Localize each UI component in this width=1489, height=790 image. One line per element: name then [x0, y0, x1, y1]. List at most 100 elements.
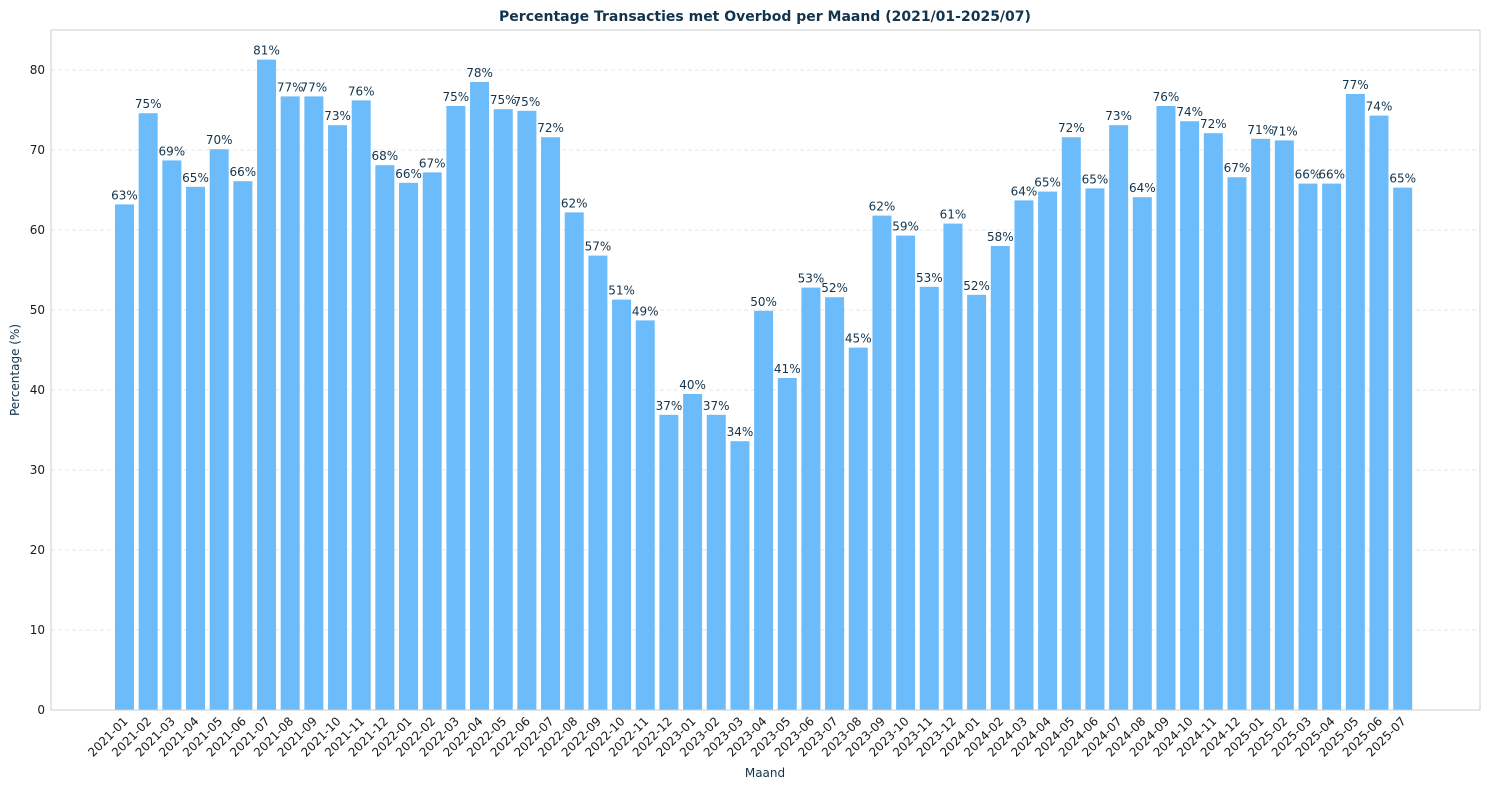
bar — [801, 287, 821, 710]
bar-value-label: 78% — [466, 66, 493, 80]
bar-value-label: 66% — [1295, 168, 1322, 182]
bar — [1393, 187, 1413, 711]
bar — [1298, 183, 1318, 711]
bar — [186, 186, 206, 711]
bar — [1085, 188, 1105, 710]
bar — [1322, 183, 1342, 711]
bar-value-label: 71% — [1247, 123, 1274, 137]
y-axis-ticks: 0 10 20 30 40 50 60 70 80 — [30, 63, 45, 717]
y-tick-label: 80 — [30, 63, 45, 77]
y-tick-label: 40 — [30, 383, 45, 397]
bar-value-label: 75% — [443, 90, 470, 104]
bar — [825, 297, 845, 710]
bar-value-label: 76% — [348, 84, 375, 98]
bar-value-label: 62% — [561, 196, 588, 210]
bar — [1180, 121, 1200, 710]
bar-value-label: 34% — [727, 425, 754, 439]
bar-value-label: 72% — [537, 121, 564, 135]
bar-value-label: 74% — [1366, 100, 1393, 114]
bar-value-label: 51% — [608, 284, 635, 298]
x-axis-label: Maand — [745, 766, 785, 780]
bar — [659, 414, 679, 710]
bar-value-label: 74% — [1176, 105, 1203, 119]
bar — [777, 378, 797, 710]
bar-value-label: 70% — [206, 133, 233, 147]
bar-value-label: 53% — [916, 271, 943, 285]
bar-value-label: 73% — [1105, 109, 1132, 123]
bar-value-label: 65% — [1034, 176, 1061, 190]
y-tick-label: 70 — [30, 143, 45, 157]
bar — [233, 181, 253, 710]
bar — [115, 204, 134, 710]
bar — [896, 235, 916, 710]
bar — [1038, 191, 1058, 711]
bar — [1345, 94, 1365, 710]
bar — [754, 310, 774, 710]
bar-value-label: 75% — [490, 93, 517, 107]
bar — [967, 294, 987, 710]
bar — [422, 172, 442, 710]
bar — [280, 96, 300, 710]
bar-value-label: 73% — [324, 109, 351, 123]
bar — [138, 113, 158, 710]
y-axis-label: Percentage (%) — [8, 324, 22, 416]
bar-value-label: 40% — [679, 378, 706, 392]
y-tick-label: 20 — [30, 543, 45, 557]
bar — [517, 110, 537, 711]
bar-value-label: 37% — [703, 399, 730, 413]
bar-value-label: 65% — [1082, 172, 1109, 186]
bar-value-label: 75% — [135, 97, 162, 111]
bar — [470, 82, 490, 710]
bar-value-label: 63% — [111, 188, 138, 202]
bar-value-label: 62% — [869, 200, 896, 214]
bar — [1203, 133, 1223, 710]
bar — [588, 255, 608, 710]
bar-value-label: 77% — [277, 80, 304, 94]
bar — [304, 96, 324, 710]
bar — [943, 223, 963, 710]
bar — [1109, 125, 1129, 710]
bar-value-label: 45% — [845, 332, 872, 346]
bar-value-label: 69% — [159, 144, 186, 158]
bar — [399, 182, 419, 711]
bar — [375, 165, 395, 710]
bar — [919, 286, 939, 710]
bar-value-label: 67% — [419, 156, 446, 170]
bar — [683, 394, 703, 710]
bar — [872, 215, 892, 710]
bar — [1014, 200, 1034, 710]
data-labels: 63%75%69%65%70%66%81%77%77%73%76%68%66%6… — [111, 44, 1416, 440]
chart-title: Percentage Transacties met Overbod per M… — [499, 9, 1031, 25]
bar — [1132, 197, 1152, 710]
bar — [1274, 140, 1294, 710]
bar-value-label: 49% — [632, 304, 659, 318]
plot-frame — [50, 29, 1481, 711]
bar-value-label: 53% — [798, 272, 825, 286]
bar — [257, 59, 277, 711]
bar-value-label: 57% — [585, 240, 612, 254]
bar-value-label: 71% — [1271, 124, 1298, 138]
bar — [848, 347, 868, 710]
bar — [162, 160, 182, 710]
bar-value-label: 66% — [395, 167, 422, 181]
bar — [1369, 115, 1389, 711]
bar — [1227, 177, 1247, 710]
bar-value-label: 77% — [1342, 78, 1369, 92]
y-tick-label: 10 — [30, 623, 45, 637]
bar — [1251, 138, 1271, 711]
y-tick-label: 30 — [30, 463, 45, 477]
bar — [446, 106, 466, 710]
bar-value-label: 66% — [230, 165, 257, 179]
bar — [990, 246, 1010, 710]
bar-value-label: 81% — [253, 44, 280, 58]
bar — [493, 109, 513, 710]
bar-value-label: 76% — [1153, 90, 1180, 104]
bar-value-label: 52% — [821, 281, 848, 295]
bar-value-label: 58% — [987, 230, 1014, 244]
bar-value-label: 64% — [1011, 184, 1038, 198]
bar-value-label: 72% — [1058, 121, 1085, 135]
bar-value-label: 61% — [940, 208, 967, 222]
bar — [635, 320, 655, 710]
